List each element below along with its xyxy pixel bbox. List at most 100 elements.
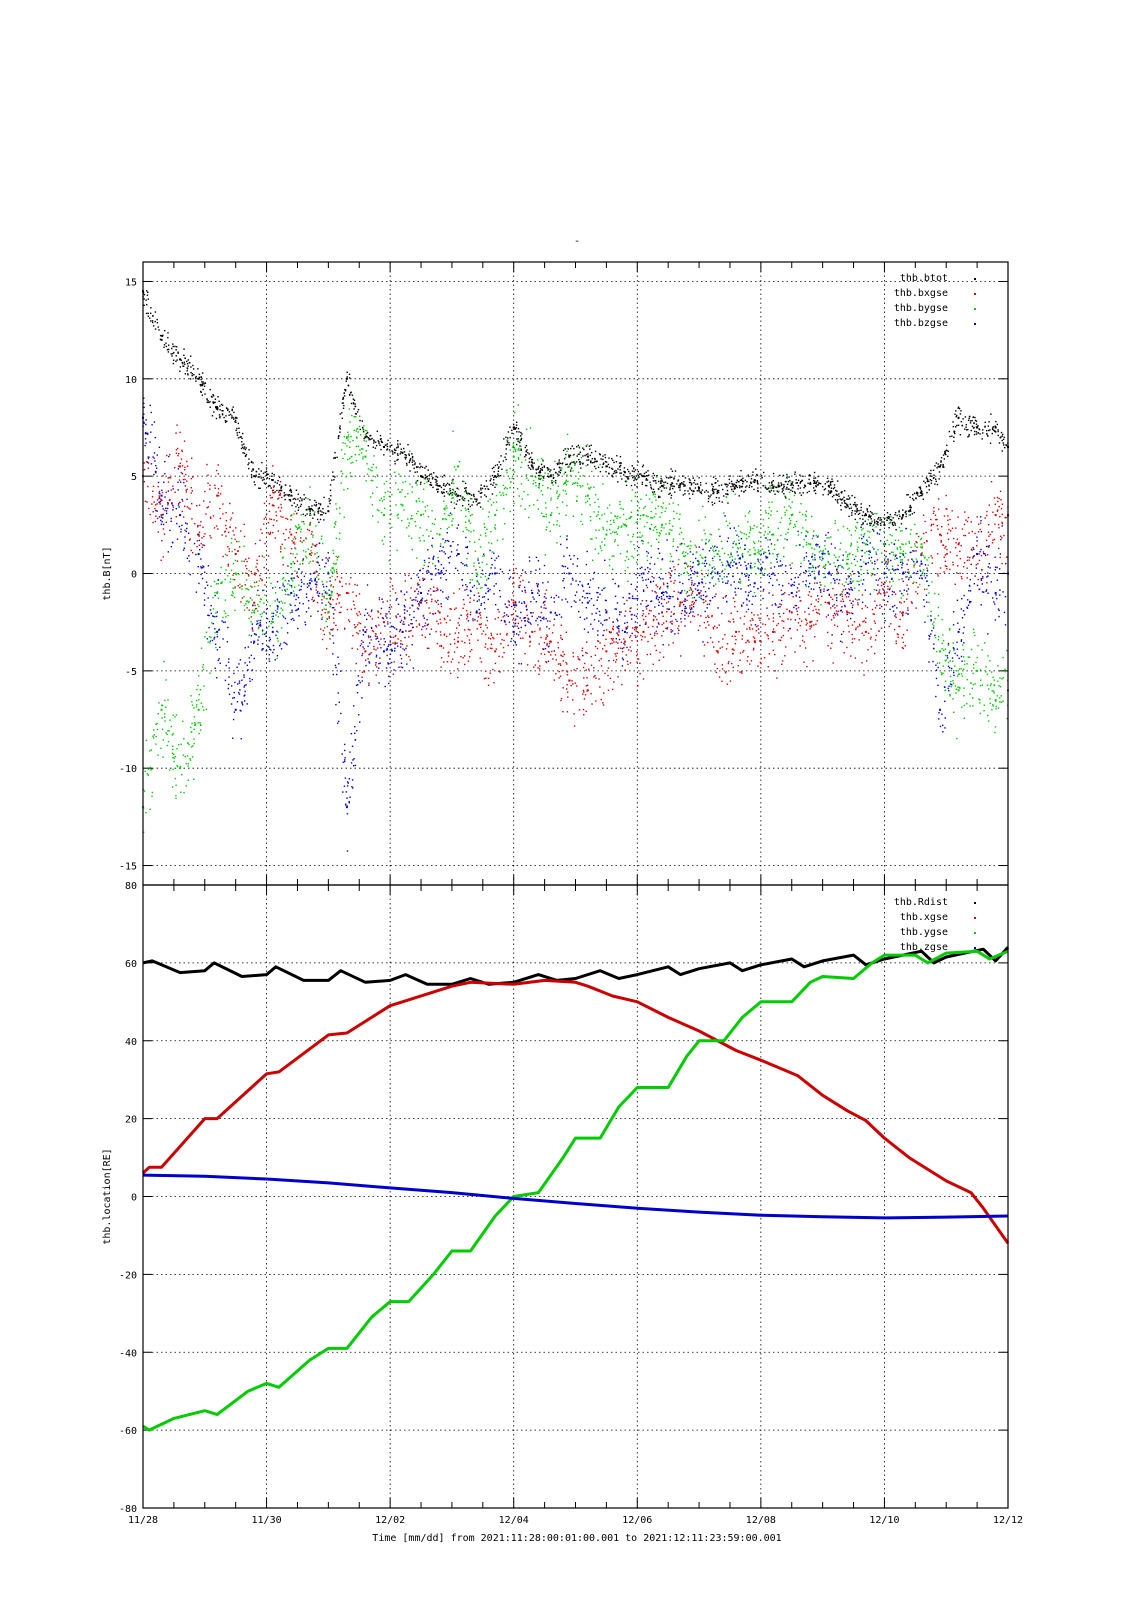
data-point [909, 506, 911, 508]
data-point [593, 667, 595, 669]
data-point [758, 617, 760, 619]
data-point [432, 562, 434, 565]
data-point [515, 421, 518, 424]
data-point [967, 419, 970, 422]
data-point [336, 598, 339, 600]
data-point [932, 477, 935, 480]
data-point [204, 490, 206, 493]
data-point [266, 477, 269, 479]
data-point [733, 540, 735, 543]
data-point [508, 441, 510, 444]
data-point [926, 540, 928, 543]
data-point [251, 470, 253, 472]
data-point [566, 671, 569, 673]
data-point [474, 498, 476, 500]
data-point [944, 689, 946, 692]
data-point [597, 552, 600, 555]
data-point [933, 476, 935, 479]
data-point [362, 458, 364, 460]
data-point [269, 533, 272, 535]
data-point [829, 607, 832, 609]
data-point [360, 643, 363, 645]
data-point [642, 475, 645, 478]
data-point [394, 452, 396, 454]
data-point [887, 560, 890, 563]
data-point [823, 489, 826, 491]
data-point [241, 572, 244, 574]
data-point [494, 662, 497, 665]
data-point [932, 512, 935, 514]
data-point [945, 494, 947, 497]
data-point [970, 429, 972, 432]
data-point [897, 633, 899, 636]
data-point [662, 656, 665, 658]
data-point [999, 515, 1001, 518]
data-point [915, 497, 917, 500]
data-point [377, 616, 379, 619]
data-point [325, 598, 328, 600]
data-point [314, 553, 316, 555]
data-point [525, 604, 528, 607]
data-point [248, 467, 250, 470]
data-point [194, 723, 197, 725]
data-point [751, 617, 753, 620]
data-point [885, 550, 887, 553]
data-point [975, 433, 978, 435]
data-point [221, 404, 224, 407]
data-point [542, 460, 544, 462]
data-point [562, 483, 565, 485]
data-point [165, 521, 168, 523]
data-point [429, 481, 432, 484]
data-point [654, 480, 657, 482]
data-point [212, 401, 215, 404]
data-point [552, 484, 554, 486]
data-point [797, 488, 799, 490]
data-point [564, 456, 567, 459]
data-point [386, 443, 388, 445]
data-point [848, 515, 850, 518]
data-point [857, 626, 859, 628]
data-point [245, 454, 247, 457]
y-tick-label: -5 [125, 667, 137, 678]
data-point [906, 593, 909, 595]
data-point [680, 655, 682, 657]
data-point [668, 571, 670, 574]
data-point [750, 482, 752, 484]
data-point [918, 486, 921, 489]
data-point [593, 511, 595, 513]
data-point [815, 485, 818, 488]
data-point [209, 484, 211, 487]
data-point [905, 612, 907, 614]
data-point [734, 606, 736, 608]
data-point [739, 617, 742, 619]
data-point [800, 532, 803, 534]
data-point [846, 610, 848, 612]
data-point [954, 665, 956, 667]
data-point [146, 294, 149, 296]
data-point [193, 742, 195, 745]
data-point [826, 477, 829, 480]
data-point [545, 660, 547, 663]
data-point [468, 639, 471, 641]
data-point [155, 723, 157, 726]
data-point [848, 631, 850, 633]
data-point [190, 477, 193, 480]
data-point [546, 526, 548, 528]
data-point [594, 501, 596, 504]
data-point [914, 545, 917, 547]
data-point [353, 624, 356, 626]
data-point [295, 513, 298, 515]
data-point [971, 425, 974, 428]
data-point [624, 559, 626, 562]
data-point [175, 452, 178, 454]
data-point [716, 490, 719, 493]
data-point [844, 502, 846, 504]
data-point [960, 544, 962, 547]
data-point [455, 607, 457, 609]
data-point [967, 428, 969, 431]
data-point [147, 768, 150, 770]
data-point [222, 555, 224, 558]
data-point [514, 448, 517, 451]
data-point [143, 304, 145, 306]
data-point [936, 573, 939, 575]
